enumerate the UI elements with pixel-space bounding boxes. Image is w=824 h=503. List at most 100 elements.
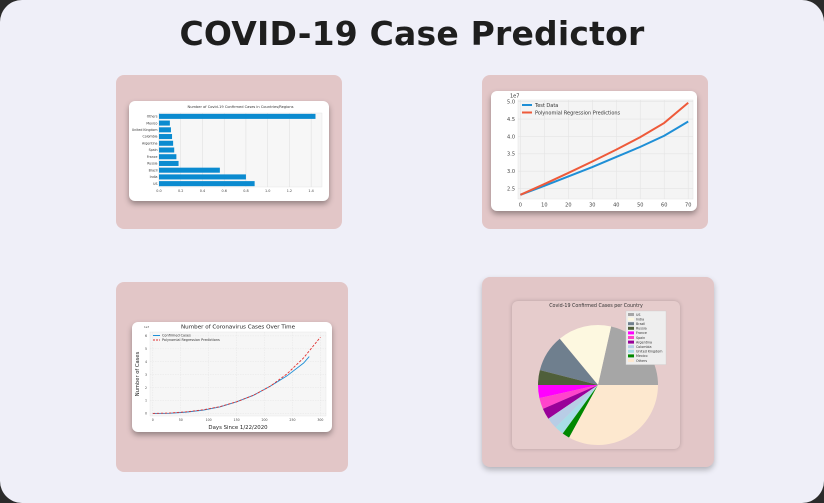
bar bbox=[159, 140, 174, 146]
bar bbox=[159, 174, 246, 180]
test-prediction-image: 1e7 0 10 20 30 40 50 60 70 2.5 3.0 3.5 4.0 4.5 5.0 Test… bbox=[491, 91, 697, 211]
legend-label: Confirmed Cases bbox=[162, 334, 191, 338]
y-tick-label: 4 bbox=[145, 360, 147, 364]
pie-slice bbox=[538, 370, 598, 385]
y-tick-label: 3.0 bbox=[507, 169, 515, 175]
bar-category-label: United Kingdom bbox=[132, 128, 158, 132]
bar-x-tick-label: 0.6 bbox=[221, 189, 226, 193]
y-tick-label: 2.5 bbox=[507, 186, 515, 192]
test-prediction-chart: 1e7 0 10 20 30 40 50 60 70 2.5 3.0 3.5 4.0 4.5 5.0 Test… bbox=[507, 94, 694, 209]
pie-legend-swatch bbox=[628, 317, 634, 321]
pie-legend-label: Russia bbox=[636, 327, 647, 331]
pie-slice bbox=[562, 385, 598, 438]
y-tick-label: 5.0 bbox=[507, 100, 515, 106]
cases-over-time-card: Number of Coronavirus Cases Over Time 1e7… bbox=[116, 282, 348, 472]
bar-category-label: Colombia bbox=[143, 135, 158, 139]
legend-label: Test Data bbox=[534, 103, 558, 109]
test-data-line bbox=[520, 120, 689, 196]
y-axis-label: Number of Cases bbox=[135, 351, 141, 396]
pie-chart-card: Covid-19 Confirmed Cases per Country US In… bbox=[482, 277, 714, 467]
pie-slice bbox=[569, 385, 658, 446]
x-tick-label: 30 bbox=[589, 203, 595, 209]
pie-legend-swatch bbox=[628, 354, 634, 358]
y-scale-label: 1e7 bbox=[510, 94, 519, 100]
pie-slice bbox=[559, 324, 612, 385]
pie-legend-swatch bbox=[628, 336, 634, 339]
pie-legend-label: Colombia bbox=[636, 345, 652, 349]
pie-slice bbox=[548, 385, 598, 428]
x-tick-label: 50 bbox=[637, 203, 643, 209]
pie-legend-label: France bbox=[636, 331, 647, 335]
bar-category-label: India bbox=[150, 175, 158, 179]
bar bbox=[159, 167, 220, 173]
bar-x-tick-label: 0.4 bbox=[200, 189, 205, 193]
pie-chart-title: Covid-19 Confirmed Cases per Country bbox=[549, 303, 643, 309]
bar-x-tick-label: 1.0 bbox=[265, 189, 270, 193]
y-tick-label: 6 bbox=[145, 334, 147, 338]
bar-category-label: Russia bbox=[147, 162, 157, 166]
y-tick-label: 4.0 bbox=[507, 134, 515, 140]
pie-slice bbox=[539, 338, 598, 385]
prediction-line bbox=[152, 336, 321, 414]
y-tick-label: 0 bbox=[145, 412, 147, 416]
pie-legend-label: US bbox=[636, 313, 641, 317]
bar-chart-image: Number of Covid-19 Confirmed Cases in Co… bbox=[129, 101, 329, 201]
bar-category-label: Spain bbox=[149, 148, 158, 152]
y-scale-label: 1e7 bbox=[144, 325, 150, 329]
bar-category-label: US bbox=[153, 182, 157, 186]
x-tick-label: 20 bbox=[565, 203, 571, 209]
x-tick-label: 200 bbox=[261, 418, 267, 422]
bar bbox=[159, 154, 177, 160]
legend-label: Polynomial Regression Predictions bbox=[162, 338, 220, 342]
y-tick-label: 3 bbox=[145, 373, 147, 377]
test-prediction-card: 1e7 0 10 20 30 40 50 60 70 2.5 3.0 3.5 4.0 4.5 5.0 Test… bbox=[482, 75, 708, 229]
pie-legend-label: India bbox=[636, 317, 644, 321]
x-tick-label: 40 bbox=[613, 203, 619, 209]
pie-legend-label: United Kingdom bbox=[636, 350, 662, 354]
bar-category-label: Brazil bbox=[149, 168, 158, 172]
bar-chart-title: Number of Covid-19 Confirmed Cases in Co… bbox=[188, 105, 294, 109]
x-tick-label: 0 bbox=[519, 203, 522, 209]
bar-x-tick-label: 0.8 bbox=[243, 189, 248, 193]
x-tick-label: 70 bbox=[685, 203, 691, 209]
page-title: COVID-19 Case Predictor bbox=[179, 14, 645, 53]
x-tick-label: 10 bbox=[541, 203, 547, 209]
x-tick-label: 50 bbox=[179, 418, 183, 422]
pie-legend-swatch bbox=[628, 326, 634, 330]
y-tick-label: 4.5 bbox=[507, 117, 515, 123]
bar-category-label: Others bbox=[147, 115, 158, 119]
prediction-line bbox=[519, 102, 689, 196]
x-tick-label: 150 bbox=[234, 418, 240, 422]
pie-legend-swatch bbox=[628, 313, 634, 316]
x-tick-label: 250 bbox=[289, 418, 295, 422]
bar bbox=[159, 134, 173, 140]
bar-x-tick-label: 1.2 bbox=[287, 189, 292, 193]
bar bbox=[159, 160, 179, 166]
bar-category-label: France bbox=[147, 155, 158, 159]
pie-legend-swatch bbox=[628, 331, 634, 335]
cases-over-time-chart: Number of Coronavirus Cases Over Time 1e7… bbox=[135, 325, 327, 431]
pie-legend-label: Spain bbox=[636, 336, 645, 340]
pie-chart-image: Covid-19 Confirmed Cases per Country US In… bbox=[512, 301, 680, 449]
pie-legend-swatch bbox=[628, 359, 634, 362]
legend-label: Polynomial Regression Predictions bbox=[535, 110, 621, 116]
bar-x-tick-label: 0.2 bbox=[178, 189, 183, 193]
pie-slice bbox=[538, 385, 598, 399]
x-axis-label: Days Since 1/22/2020 bbox=[208, 425, 268, 431]
x-tick-label: 0 bbox=[152, 418, 154, 422]
bar bbox=[159, 127, 171, 133]
pie-legend-swatch bbox=[628, 345, 634, 349]
pie-legend-swatch bbox=[628, 349, 634, 353]
pie-legend-label: Argentina bbox=[636, 340, 652, 344]
x-tick-label: 300 bbox=[317, 418, 323, 422]
pie-legend-swatch bbox=[628, 322, 634, 326]
pie-legend-label: Mexico bbox=[636, 354, 648, 358]
bar bbox=[159, 113, 316, 119]
pie-slice bbox=[542, 385, 598, 419]
pie-chart: Covid-19 Confirmed Cases per Country USIn… bbox=[538, 303, 667, 446]
pie-legend-label: Others bbox=[636, 359, 647, 363]
y-tick-label: 5 bbox=[145, 347, 147, 351]
bar-chart: Number of Covid-19 Confirmed Cases in Co… bbox=[132, 105, 323, 193]
bar-chart-card: Number of Covid-19 Confirmed Cases in Co… bbox=[116, 75, 342, 229]
